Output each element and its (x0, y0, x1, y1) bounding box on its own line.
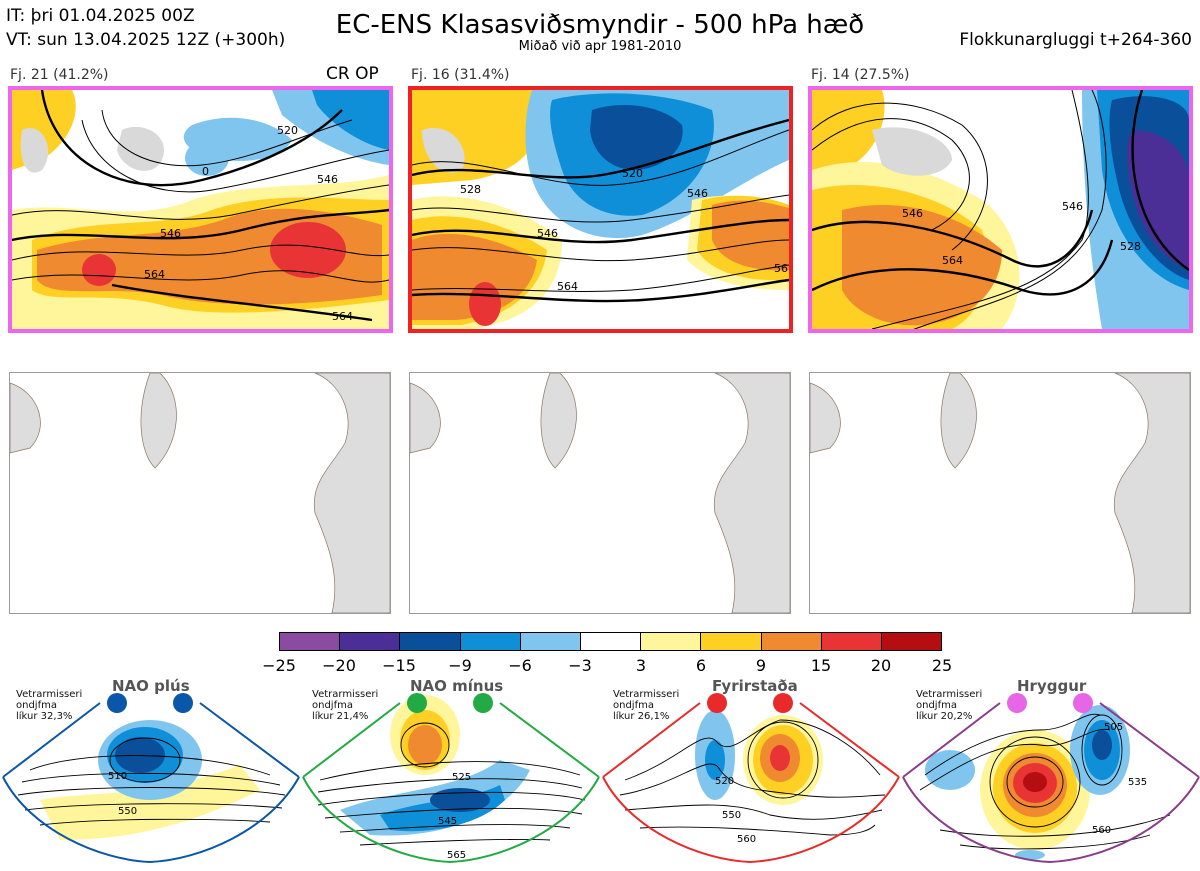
contour-label: 56 (774, 262, 788, 275)
empty-map-3 (809, 372, 1191, 614)
contour-label: 528 (1120, 240, 1141, 253)
contour-label: 564 (332, 310, 353, 323)
colorbar-swatch (580, 633, 642, 650)
regime-3-note: Vetrarmisseri ondjfma líkur 26,1% (613, 689, 680, 722)
cluster-2-map[interactable]: 528 520 546 546 564 56 (408, 86, 793, 333)
contour-label: 550 (118, 806, 137, 817)
contour-label: 520 (277, 124, 298, 137)
regime-1-title: NAO plús (112, 677, 190, 695)
colorbar-swatch (761, 633, 822, 650)
contour-label: 510 (108, 771, 127, 782)
contour-label: 546 (902, 207, 923, 220)
colorbar-swatch (340, 633, 401, 650)
regime-4-title: Hryggur (1017, 677, 1087, 695)
regime-4-note: Vetrarmisseri ondjfma líkur 20,2% (916, 689, 983, 722)
cluster-1-label: Fj. 21 (41.2%) (10, 67, 109, 83)
page-title: EC-ENS Klasasviðsmyndir - 500 hPa hæð (335, 10, 865, 40)
cluster-3-map[interactable]: 546 564 546 528 (808, 86, 1193, 333)
contour-label: 520 (715, 776, 734, 787)
contour-label: 550 (722, 810, 741, 821)
colorbar-tick: −20 (322, 656, 356, 675)
colorbar-tick: 15 (810, 656, 832, 675)
regime-2-title: NAO mínus (410, 677, 504, 695)
regime-3-title: Fyrirstaða (712, 677, 798, 695)
regime-4-map[interactable]: 505 535 560 (900, 690, 1200, 865)
contour-label: 505 (1104, 722, 1123, 733)
colorbar-tick: −6 (508, 656, 532, 675)
colorbar-swatch (881, 633, 942, 650)
colorbar-tick: 9 (755, 656, 767, 675)
colorbar-tick: −9 (448, 656, 472, 675)
contour-label: 546 (687, 187, 708, 200)
contour-label: 564 (942, 254, 963, 267)
cluster-1-map[interactable]: 546 564 520 546 564 0 (8, 86, 393, 333)
colorbar-swatch (821, 633, 882, 650)
regime-1-note: Vetrarmisseri ondjfma líkur 32,3% (16, 689, 83, 722)
contour-label: 535 (1128, 777, 1147, 788)
anomaly-colorbar (279, 632, 942, 651)
colorbar-swatch (460, 633, 521, 650)
contour-label: 546 (537, 227, 558, 240)
regime-2-map[interactable]: 525 545 565 (300, 690, 602, 865)
valid-time: VT: sun 13.04.2025 12Z (+300h) (6, 30, 286, 50)
colorbar-tick: 3 (635, 656, 647, 675)
contour-label: 528 (460, 183, 481, 196)
cluster-3-label: Fj. 14 (27.5%) (811, 67, 910, 83)
page-subtitle: Miðað við apr 1981-2010 (518, 39, 682, 54)
regime-2-note: Vetrarmisseri ondjfma líkur 21,4% (312, 689, 379, 722)
colorbar-tick: 25 (931, 656, 953, 675)
colorbar-swatch (520, 633, 581, 650)
contour-label: 564 (557, 280, 578, 293)
regime-3-map[interactable]: 520 550 560 (600, 690, 902, 865)
colorbar-tick: −3 (568, 656, 592, 675)
colorbar-tick: −25 (262, 656, 296, 675)
colorbar-tick: 20 (870, 656, 892, 675)
colorbar-tick: −15 (382, 656, 416, 675)
contour-label: 545 (438, 816, 457, 827)
colorbar-swatch (400, 633, 461, 650)
contour-label: 546 (1062, 200, 1083, 213)
contour-label: 520 (622, 167, 643, 180)
cluster-1-flag: CR OP (326, 64, 379, 84)
contour-label: 546 (160, 227, 181, 240)
contour-label: 565 (447, 850, 466, 861)
colorbar-swatch (280, 633, 341, 650)
initial-time: IT: þri 01.04.2025 00Z (6, 6, 195, 26)
contour-label: 0 (202, 165, 209, 178)
contour-label: 560 (737, 834, 756, 845)
contour-label: 546 (317, 173, 338, 186)
contour-label: 560 (1092, 825, 1111, 836)
cluster-2-label: Fj. 16 (31.4%) (411, 67, 510, 83)
regime-1-map[interactable]: 510 550 (0, 690, 302, 865)
contour-label: 525 (452, 772, 471, 783)
colorbar-tick: 6 (695, 656, 707, 675)
colorbar-swatch (641, 633, 702, 650)
empty-map-2 (409, 372, 791, 614)
empty-map-1 (9, 372, 391, 614)
classification-window: Flokkunargluggi t+264-360 (959, 30, 1192, 50)
contour-label: 564 (144, 268, 165, 281)
colorbar-swatch (701, 633, 762, 650)
